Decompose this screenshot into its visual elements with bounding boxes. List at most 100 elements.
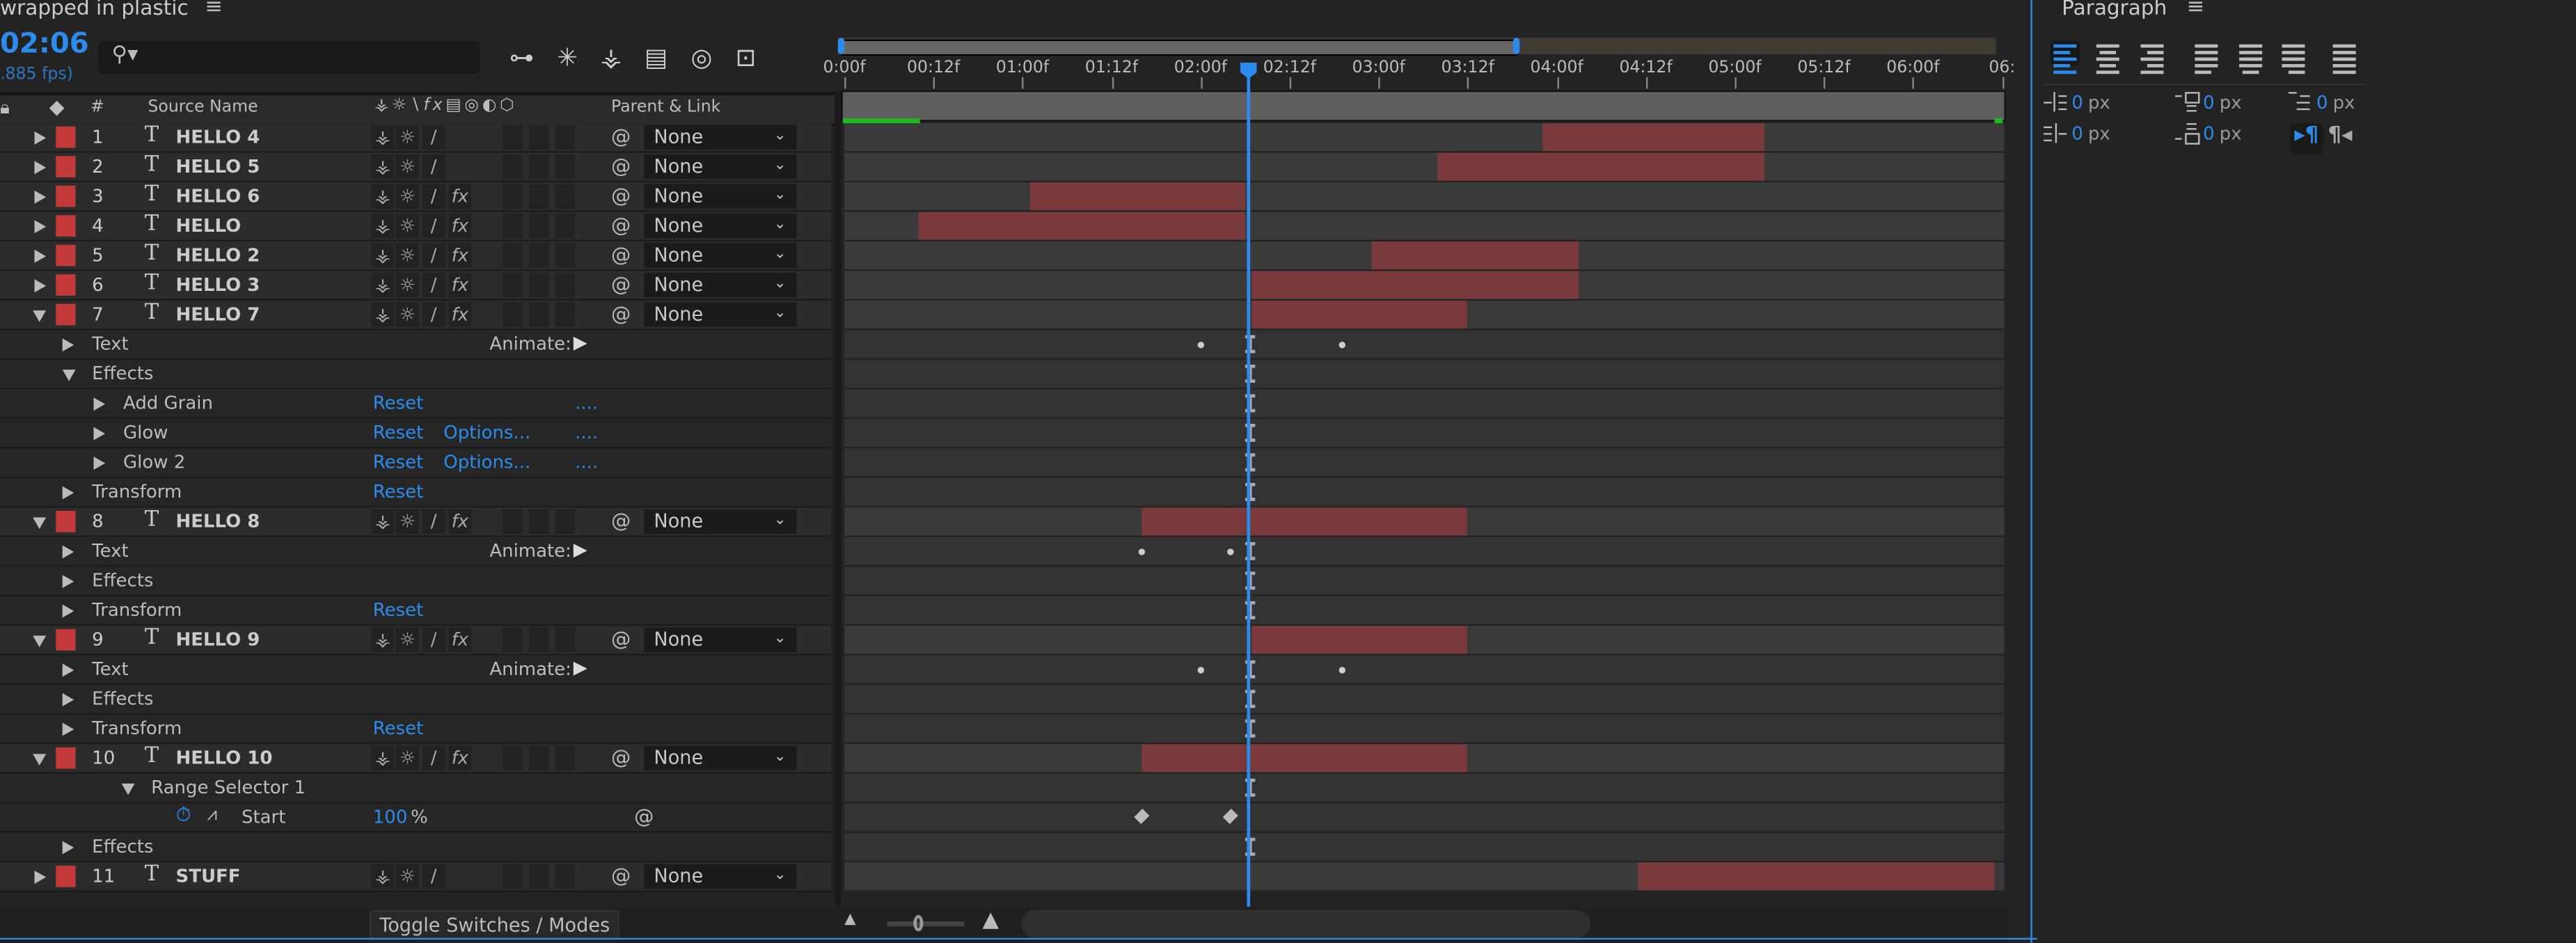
switch-slot[interactable] bbox=[555, 125, 576, 150]
quality-switch-icon[interactable]: / bbox=[422, 627, 445, 653]
expand-arrow-icon[interactable] bbox=[34, 249, 47, 263]
property-row[interactable]: Effects bbox=[0, 685, 832, 715]
layer-duration-bar[interactable] bbox=[1252, 300, 1468, 329]
parent-dropdown[interactable]: None ⌄ bbox=[644, 154, 797, 180]
label-color-swatch[interactable] bbox=[56, 865, 76, 887]
keyframe-marker[interactable] bbox=[1226, 548, 1234, 555]
expand-arrow-icon[interactable] bbox=[62, 486, 74, 500]
layer-name[interactable]: HELLO bbox=[175, 215, 242, 237]
quality-switch-icon[interactable]: / bbox=[422, 302, 445, 327]
effects-switch-icon[interactable]: fx bbox=[448, 302, 472, 327]
switch-slot[interactable] bbox=[529, 627, 549, 653]
current-time-indicator[interactable] bbox=[1247, 65, 1251, 907]
expand-arrow-icon[interactable] bbox=[62, 722, 74, 736]
navigator-end-handle[interactable] bbox=[1512, 38, 1520, 54]
layer-duration-bar[interactable] bbox=[1371, 241, 1579, 270]
switch-slot[interactable] bbox=[555, 184, 576, 209]
parent-dropdown[interactable]: None ⌄ bbox=[644, 509, 797, 534]
collapse-arrow-icon[interactable] bbox=[33, 310, 47, 322]
switch-slot[interactable] bbox=[529, 509, 549, 534]
property-row[interactable]: Range Selector 1 bbox=[0, 773, 832, 804]
rtl-direction-button[interactable]: ¶◂ bbox=[2328, 123, 2353, 148]
parent-dropdown[interactable]: None ⌄ bbox=[644, 864, 797, 889]
switch-slot[interactable] bbox=[503, 272, 523, 298]
align-right-button[interactable] bbox=[2138, 41, 2167, 74]
parent-pickwhip-icon[interactable]: @ bbox=[611, 864, 631, 887]
collapse-switch-icon[interactable]: ☼ bbox=[395, 272, 419, 298]
switch-slot[interactable] bbox=[529, 745, 549, 770]
label-color-swatch[interactable] bbox=[56, 628, 76, 651]
parent-pickwhip-icon[interactable]: @ bbox=[611, 184, 631, 207]
effects-switch-icon[interactable]: fx bbox=[448, 243, 472, 268]
pickwhip-icon[interactable]: @ bbox=[634, 805, 654, 828]
shy-switch-icon[interactable]: ⚶ bbox=[371, 184, 395, 209]
layer-row[interactable]: 3 T HELLO 6 ⚶ ☼ / fx @ None ⌄ bbox=[0, 182, 832, 212]
column-number[interactable]: # bbox=[90, 98, 104, 117]
property-row[interactable]: Glow Reset Options....... bbox=[0, 418, 832, 449]
reset-link[interactable]: Reset bbox=[372, 599, 424, 621]
layer-row[interactable]: 11 T STUFF ⚶ ☼ / @ None ⌄ bbox=[0, 862, 832, 892]
current-timecode[interactable]: 02:06 bbox=[0, 28, 89, 61]
layer-duration-bar[interactable] bbox=[1141, 744, 1468, 772]
switch-slot[interactable] bbox=[503, 302, 523, 327]
property-row[interactable]: Transform Reset bbox=[0, 714, 832, 745]
layer-name[interactable]: HELLO 8 bbox=[175, 511, 260, 532]
layer-duration-bar[interactable] bbox=[1141, 507, 1468, 536]
property-group-label[interactable]: Effects bbox=[92, 363, 154, 385]
expand-arrow-icon[interactable] bbox=[34, 870, 47, 884]
more-link[interactable]: .... bbox=[575, 422, 599, 444]
parent-dropdown[interactable]: None ⌄ bbox=[644, 302, 797, 327]
property-row[interactable]: Text Animate: ▶ bbox=[0, 655, 832, 686]
switch-slot[interactable] bbox=[555, 864, 576, 889]
shy-layers-icon[interactable]: ⚶ bbox=[600, 42, 645, 72]
quality-switch-icon[interactable]: / bbox=[422, 125, 445, 150]
label-color-swatch[interactable] bbox=[56, 185, 76, 207]
keyframe-diamond[interactable] bbox=[1133, 809, 1149, 825]
expand-arrow-icon[interactable] bbox=[62, 604, 74, 618]
collapse-switch-icon[interactable]: ☼ bbox=[395, 213, 419, 239]
horizontal-scrollbar[interactable] bbox=[1022, 910, 1590, 938]
indent-left-value[interactable]: 0 bbox=[2071, 90, 2083, 113]
reset-link[interactable]: Reset bbox=[372, 452, 424, 473]
zoom-slider[interactable] bbox=[887, 914, 965, 932]
expand-arrow-icon[interactable] bbox=[93, 457, 106, 470]
property-value[interactable]: 100 bbox=[372, 806, 408, 828]
toggle-switches-modes-button[interactable]: Toggle Switches / Modes bbox=[370, 910, 620, 940]
switch-slot[interactable] bbox=[555, 213, 576, 239]
expand-arrow-icon[interactable] bbox=[62, 663, 74, 677]
property-group-label[interactable]: Text bbox=[92, 658, 129, 681]
collapse-switch-icon[interactable]: ☼ bbox=[395, 509, 419, 534]
draft-3d-icon[interactable]: ✳ bbox=[557, 42, 601, 72]
parent-pickwhip-icon[interactable]: @ bbox=[611, 154, 631, 177]
space-before-value[interactable]: 0 bbox=[2203, 90, 2215, 113]
collapse-arrow-icon[interactable] bbox=[33, 517, 47, 530]
expand-arrow-icon[interactable] bbox=[62, 575, 74, 588]
keyframe-marker[interactable] bbox=[1338, 341, 1345, 349]
switch-slot[interactable] bbox=[503, 509, 523, 534]
keyframe-marker[interactable] bbox=[1197, 667, 1204, 674]
switch-slot[interactable] bbox=[503, 184, 523, 209]
switch-slot[interactable] bbox=[529, 243, 549, 268]
navigator-range[interactable] bbox=[841, 39, 1518, 56]
quality-switch-icon[interactable]: / bbox=[422, 154, 445, 180]
switch-slot[interactable] bbox=[529, 213, 549, 239]
zoom-slider-thumb[interactable] bbox=[913, 914, 924, 932]
layer-name[interactable]: STUFF bbox=[175, 865, 241, 887]
switch-slot[interactable] bbox=[555, 745, 576, 770]
layer-name[interactable]: HELLO 9 bbox=[175, 628, 260, 651]
shy-switch-icon[interactable]: ⚶ bbox=[371, 509, 395, 534]
switch-slot[interactable] bbox=[555, 243, 576, 268]
work-area-bar[interactable] bbox=[841, 90, 2006, 122]
collapse-arrow-icon[interactable] bbox=[33, 754, 47, 766]
layer-name[interactable]: HELLO 10 bbox=[175, 747, 273, 769]
switch-slot[interactable] bbox=[529, 302, 549, 327]
shy-switch-icon[interactable]: ⚶ bbox=[371, 125, 395, 150]
collapse-switch-icon[interactable]: ☼ bbox=[395, 154, 419, 180]
switch-slot[interactable] bbox=[503, 627, 523, 653]
quality-switch-icon[interactable]: / bbox=[422, 745, 445, 770]
expand-arrow-icon[interactable] bbox=[62, 693, 74, 706]
layer-name[interactable]: HELLO 5 bbox=[175, 156, 260, 177]
layer-duration-bar[interactable] bbox=[1638, 862, 1995, 891]
motion-blur-icon[interactable]: ◎ bbox=[690, 42, 736, 72]
parent-dropdown[interactable]: None ⌄ bbox=[644, 213, 797, 239]
